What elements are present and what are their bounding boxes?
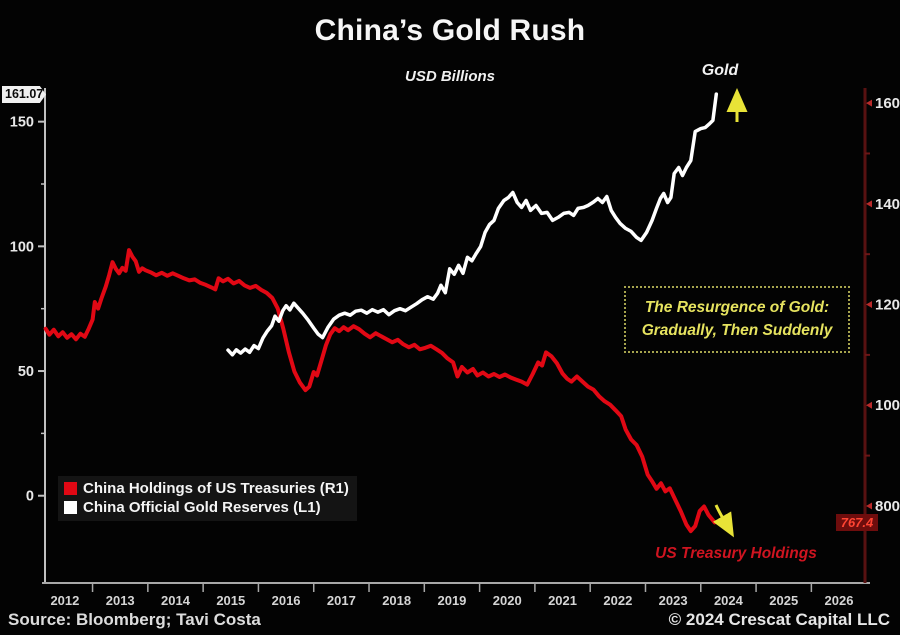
left-tick-label: 50 bbox=[18, 364, 34, 380]
right-tick-label: 800 bbox=[875, 498, 900, 515]
right-tick-arrow-icon bbox=[866, 401, 872, 409]
x-tick-label: 2014 bbox=[161, 593, 191, 608]
legend-label: China Holdings of US Treasuries (R1) bbox=[83, 480, 349, 497]
left-tick-label: 150 bbox=[10, 115, 34, 131]
treasuries-swatch-icon bbox=[64, 482, 77, 495]
chart-title: China’s Gold Rush bbox=[314, 14, 586, 47]
right-tick-arrow-icon bbox=[866, 200, 872, 208]
x-tick-label: 2025 bbox=[769, 593, 798, 608]
copyright-notice: © 2024 Crescat Capital LLC bbox=[668, 610, 890, 629]
right-tick-label: 1600 bbox=[875, 95, 900, 112]
right-tick-label: 1000 bbox=[875, 397, 900, 414]
right-tick-arrow-icon bbox=[866, 99, 872, 107]
axes-layer: 2012 2013 2014 2015 2016 2017 2018 2019 2020 2021… bbox=[10, 88, 900, 608]
left-tick-label: 0 bbox=[26, 489, 34, 505]
left-tick-label: 100 bbox=[10, 239, 34, 255]
gold-last-value-tag: 161.07 bbox=[2, 86, 46, 103]
series-layer bbox=[43, 92, 719, 534]
treasury-down-arrow-icon bbox=[712, 504, 734, 538]
legend: China Holdings of US Treasuries (R1) Chi… bbox=[58, 476, 357, 521]
x-tick-label: 2017 bbox=[327, 593, 356, 608]
x-tick-label: 2022 bbox=[603, 593, 632, 608]
x-tick-label: 2026 bbox=[825, 593, 854, 608]
treasury-series-label: US Treasury Holdings bbox=[655, 545, 817, 562]
right-tick-label: 1400 bbox=[875, 196, 900, 213]
x-tick-label: 2015 bbox=[216, 593, 245, 608]
x-tick-label: 2023 bbox=[659, 593, 688, 608]
x-tick-label: 2019 bbox=[437, 593, 466, 608]
legend-item-treasuries: China Holdings of US Treasuries (R1) bbox=[64, 479, 349, 498]
series-line-treasuries bbox=[43, 248, 717, 534]
annotation-box: The Resurgence of Gold: Gradually, Then … bbox=[624, 286, 850, 353]
x-tick-label: 2020 bbox=[493, 593, 522, 608]
series-line-gold bbox=[226, 92, 719, 357]
right-tick-label: 1200 bbox=[875, 297, 900, 314]
x-tick-label: 2018 bbox=[382, 593, 411, 608]
gold-swatch-icon bbox=[64, 501, 77, 514]
gold-series-label: Gold bbox=[701, 62, 739, 79]
axis-units-label: USD Billions bbox=[404, 68, 495, 85]
right-tick-arrow-icon bbox=[866, 301, 872, 309]
right-tick-arrow-icon bbox=[866, 502, 872, 510]
treasury-last-value-tag: 767.4 bbox=[836, 514, 878, 531]
legend-item-gold: China Official Gold Reserves (L1) bbox=[64, 498, 349, 517]
source-credit: Source: Bloomberg; Tavi Costa bbox=[8, 610, 261, 629]
annotation-line-1: The Resurgence of Gold: bbox=[644, 299, 830, 316]
legend-label: China Official Gold Reserves (L1) bbox=[83, 499, 321, 516]
x-tick-label: 2016 bbox=[272, 593, 301, 608]
x-tick-label: 2012 bbox=[50, 593, 79, 608]
x-tick-label: 2021 bbox=[548, 593, 577, 608]
annotation-line-2: Gradually, Then Suddenly bbox=[641, 322, 833, 340]
x-tick-label: 2013 bbox=[106, 593, 135, 608]
x-tick-label: 2024 bbox=[714, 593, 744, 608]
